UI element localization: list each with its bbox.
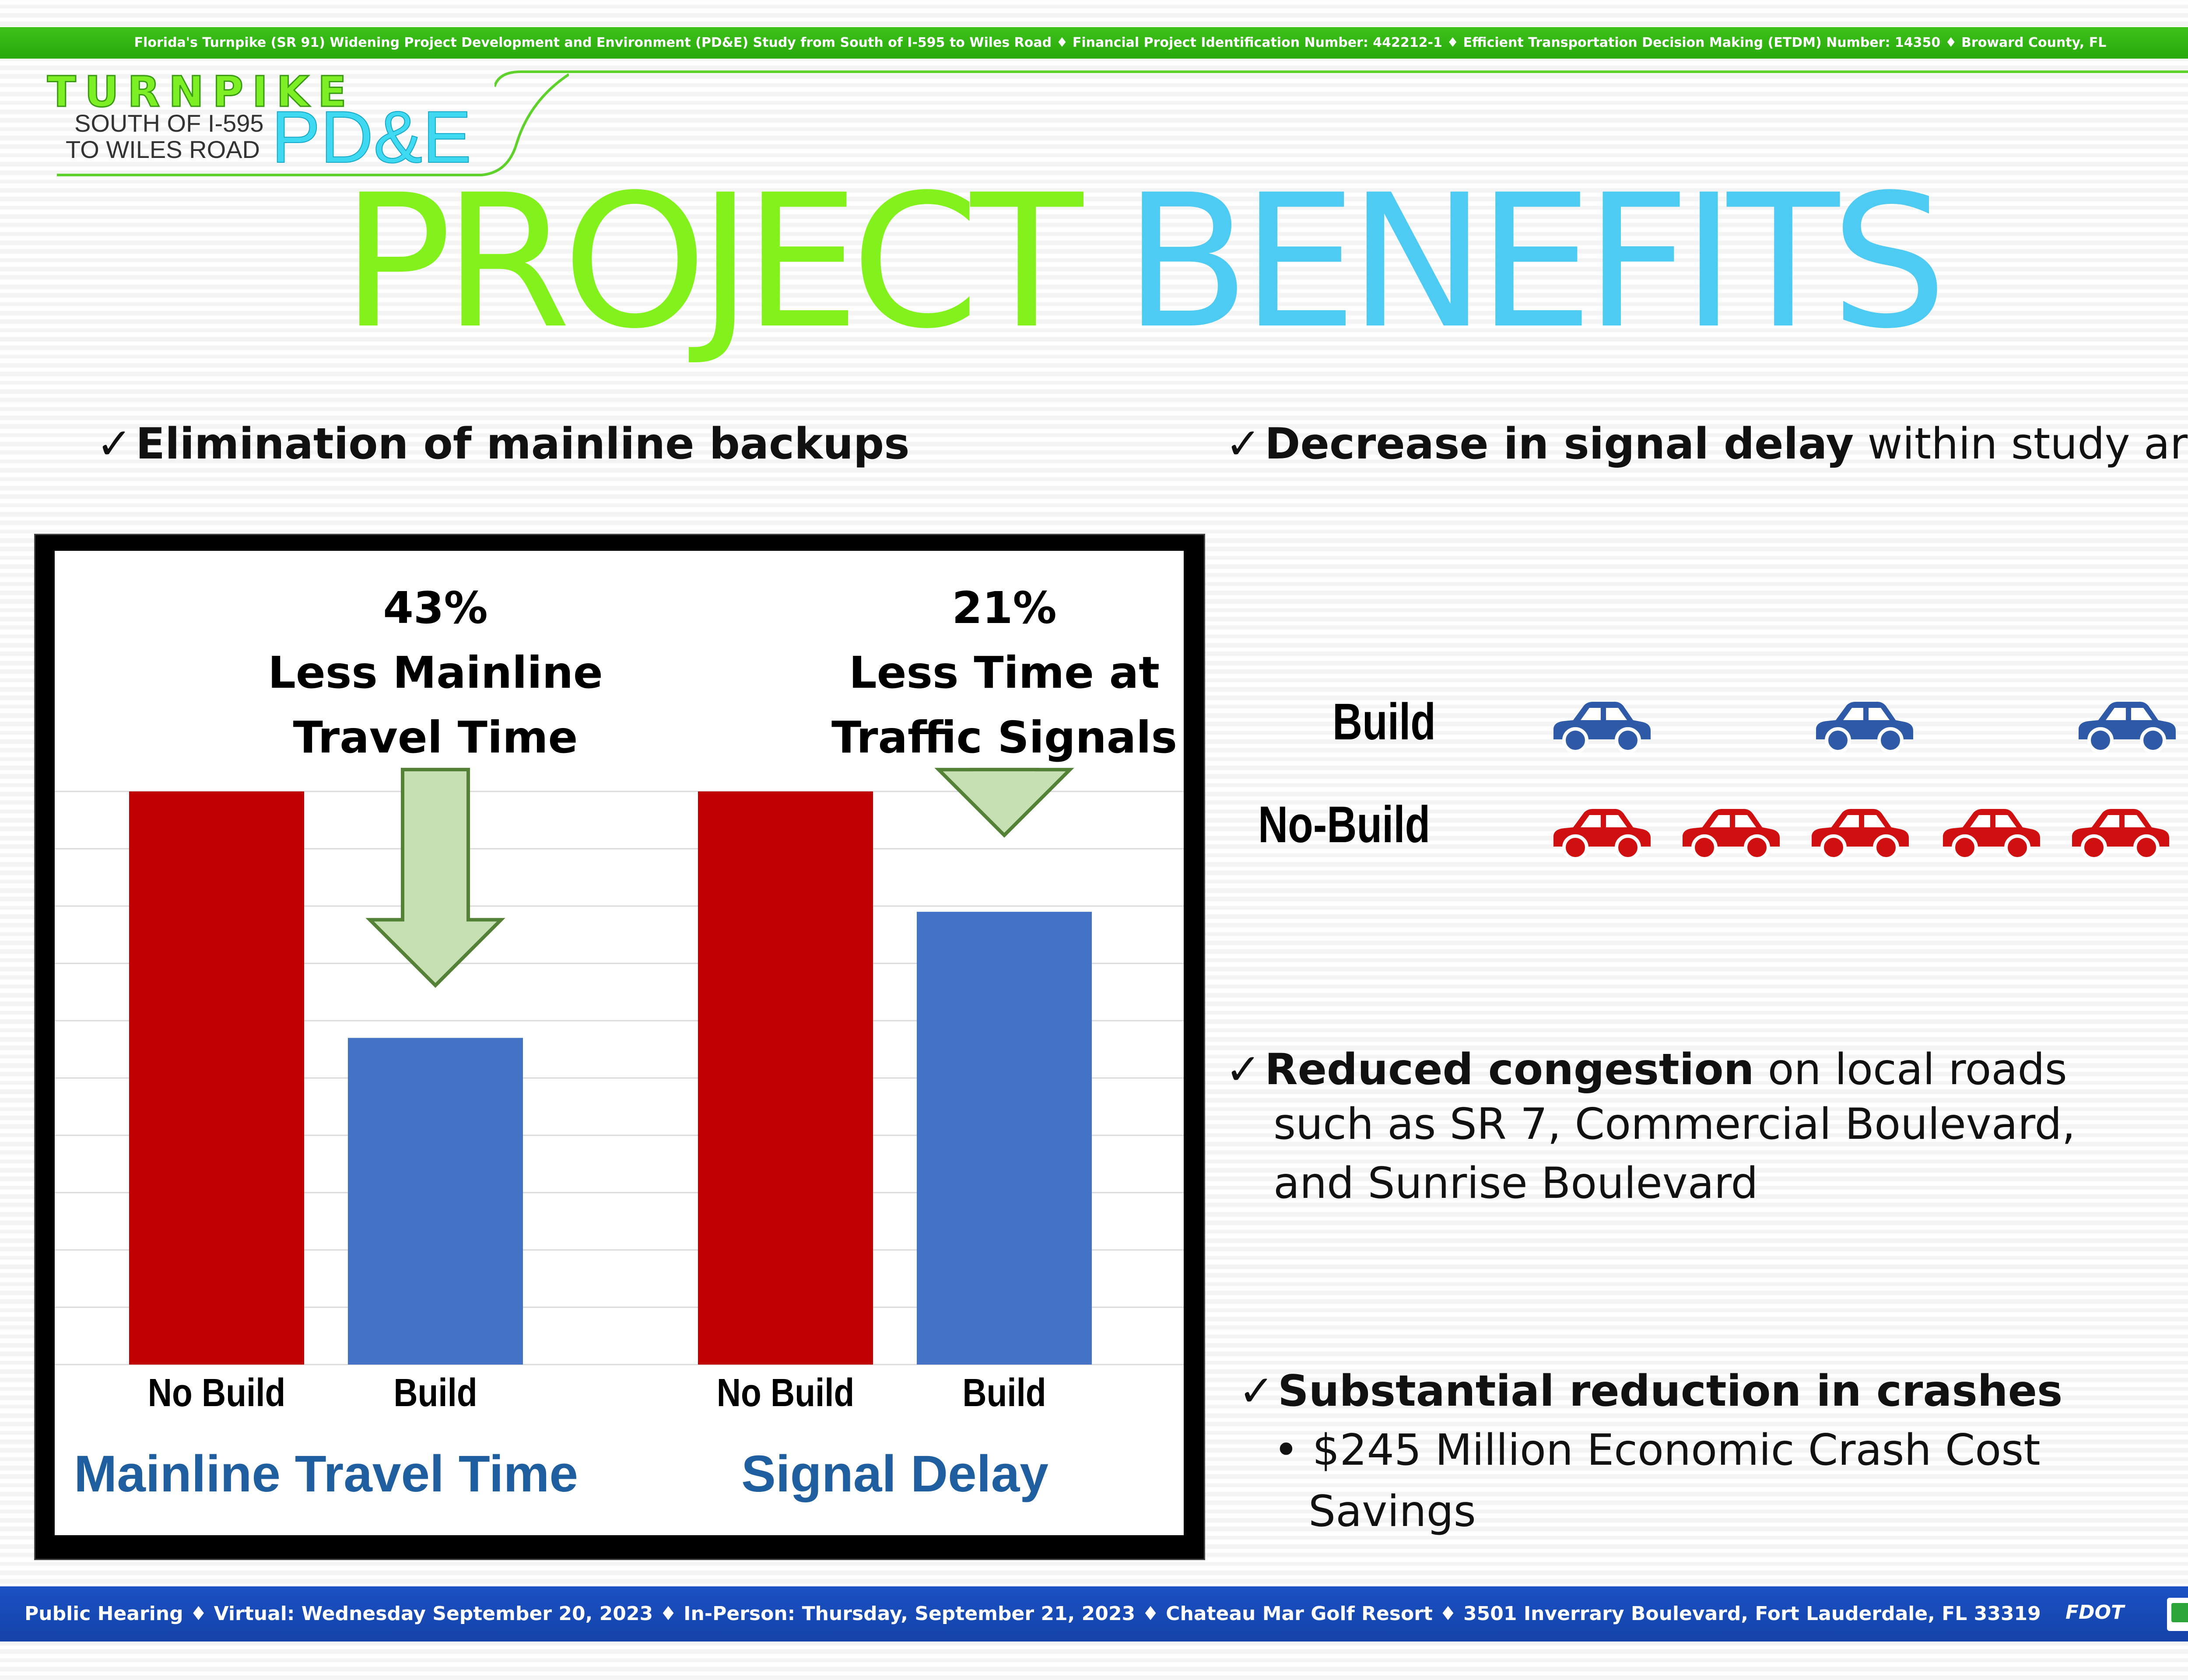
footer-text: Public Hearing ♦ Virtual: Wednesday Sept…	[25, 1603, 2041, 1625]
benefit-3-line3: and Sunrise Boulevard	[1273, 1158, 1758, 1208]
annotation-text: 21%	[952, 582, 1056, 634]
logo-wiles-text: TO WILES ROAD	[66, 136, 260, 163]
benefit-reduced-congestion: ✓Reduced congestion on local roads	[1225, 1041, 2067, 1098]
turnpike-pde-logo: TURNPIKE SOUTH OF I-595 TO WILES ROAD PD…	[44, 70, 569, 184]
bar-no-build	[129, 791, 304, 1365]
annotation-text: 43%	[383, 582, 487, 634]
fdot-logo: FDOT	[2065, 1601, 2124, 1624]
logo-turnpike-text: TURNPIKE	[47, 67, 355, 116]
title-project: PROJECT	[341, 155, 1083, 369]
bar-chart-panel: No Build Build Mainline Travel Time 43% Less…	[55, 551, 1184, 1535]
annotation-text: Less Time at	[849, 647, 1160, 698]
bar-build	[348, 1038, 523, 1365]
down-arrow-icon	[365, 768, 505, 988]
benefit-4-sub1-text: $245 Million Economic Crash Cost	[1312, 1425, 2041, 1475]
down-arrow-icon	[934, 768, 1074, 838]
annotation-text: Travel Time	[293, 712, 578, 763]
benefit-2-rest: within study area	[1867, 419, 2188, 469]
header-swoosh-line	[494, 70, 2188, 88]
car-icon	[1812, 809, 1909, 861]
car-icon	[2079, 702, 2176, 753]
build-car-label: Build	[1332, 693, 1436, 751]
bar-no-build	[698, 791, 873, 1365]
bar-build	[917, 912, 1092, 1365]
car-icon	[2072, 809, 2169, 861]
benefit-1-bold: Elimination of mainline backups	[136, 419, 910, 469]
category-label: No Build	[717, 1370, 854, 1414]
car-icon	[1553, 809, 1651, 861]
benefit-3-rest: on local roads	[1754, 1045, 2067, 1095]
checkmark-icon: ✓	[1225, 419, 1262, 469]
benefit-crash-reduction: ✓Substantial reduction in crashes	[1238, 1363, 2062, 1420]
category-label: No Build	[148, 1370, 285, 1414]
benefit-4-sub1: • $245 Million Economic Crash Cost	[1273, 1422, 2041, 1479]
benefit-4-sub2: Savings	[1308, 1487, 1476, 1536]
category-label: Build	[962, 1370, 1046, 1414]
checkmark-icon: ✓	[1225, 1045, 1262, 1095]
car-icon	[1816, 702, 1913, 753]
checkmark-icon: ✓	[1238, 1366, 1275, 1416]
car-icon	[1943, 809, 2040, 861]
benefits-bar-chart: No Build Build Mainline Travel Time 43% Less…	[55, 582, 1184, 1503]
logo-swoosh-icon	[57, 73, 569, 176]
group-label: Signal Delay	[741, 1445, 1048, 1503]
florida-badge-icon	[2167, 1598, 2188, 1631]
bar-chart-frame: No Build Build Mainline Travel Time 43% Less…	[34, 534, 1205, 1560]
top-banner: Florida's Turnpike (SR 91) Widening Proj…	[0, 27, 2188, 59]
footer-banner: Public Hearing ♦ Virtual: Wednesday Sept…	[0, 1586, 2188, 1642]
car-icon	[1553, 702, 1651, 753]
nobuild-car-label: No-Build	[1258, 796, 1431, 854]
banner-text: Florida's Turnpike (SR 91) Widening Proj…	[134, 35, 2107, 50]
annotation-text: Less Mainline	[268, 647, 603, 698]
benefit-signal-delay: ✓Decrease in signal delay within study a…	[1225, 416, 2188, 472]
car-icon	[1683, 809, 1780, 861]
annotation-text: Traffic Signals	[831, 712, 1177, 763]
benefit-mainline-backups: ✓Elimination of mainline backups	[96, 416, 910, 472]
bullet-icon: •	[1273, 1425, 1299, 1475]
benefit-3-bold: Reduced congestion	[1265, 1045, 1754, 1095]
benefit-2-bold: Decrease in signal delay	[1265, 419, 1854, 469]
benefit-4-bold: Substantial reduction in crashes	[1278, 1366, 2063, 1416]
title-benefits: BENEFITS	[1124, 155, 1947, 369]
checkmark-icon: ✓	[96, 419, 133, 469]
logo-south-text: SOUTH OF I-595	[74, 109, 264, 137]
benefit-3-line2: such as SR 7, Commercial Boulevard,	[1273, 1099, 2076, 1149]
category-label: Build	[393, 1370, 477, 1414]
page-title: PROJECT BENEFITS	[341, 166, 1960, 359]
logo-pde-text: PD&E	[271, 96, 472, 178]
group-label: Mainline Travel Time	[74, 1445, 578, 1503]
